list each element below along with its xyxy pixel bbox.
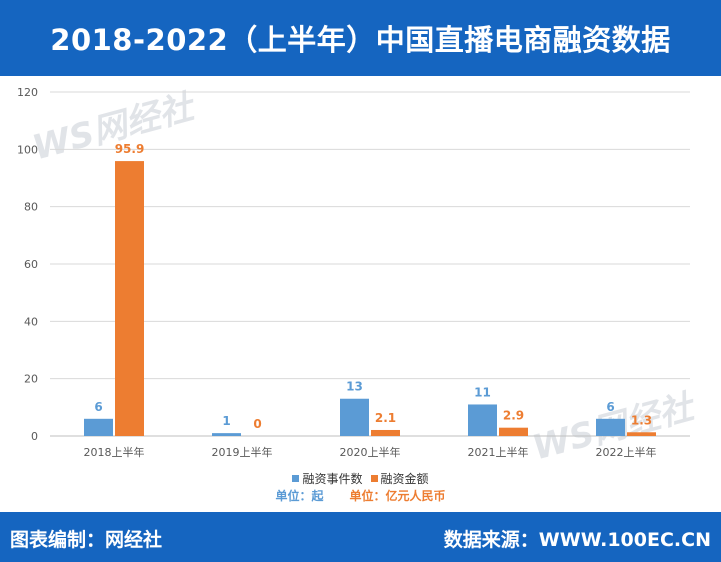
x-tick-label: 2022上半年	[596, 445, 657, 459]
data-label-amount: 2.9	[503, 409, 524, 423]
bar-events	[84, 418, 113, 436]
data-label-events: 6	[606, 400, 614, 414]
header-bar: 2018-2022（上半年）中国直播电商融资数据	[0, 0, 721, 76]
footer-source: 数据来源：WWW.100EC.CN	[443, 529, 711, 551]
legend-item-events: 融资事件数	[292, 470, 363, 487]
y-tick-label: 0	[31, 430, 38, 443]
data-label-amount: 2.1	[375, 411, 396, 425]
bar-events	[468, 404, 497, 436]
bar-chart: 0 20 40 60 80 100 120 6 95.9 2018上半年 1 0 2019上半年 13 2.…	[17, 86, 690, 459]
unit-notes: 单位：起 单位：亿元人民币	[0, 487, 721, 503]
footer-bar: 图表编制：网经社 数据来源：WWW.100EC.CN	[0, 512, 721, 562]
page-title: 2018-2022（上半年）中国直播电商融资数据	[50, 23, 671, 57]
data-label-amount: 1.3	[631, 413, 652, 427]
y-tick-label: 80	[24, 201, 38, 214]
x-tick-label: 2020上半年	[340, 445, 401, 459]
y-tick-label: 60	[24, 258, 38, 271]
data-label-events: 1	[222, 414, 230, 428]
bar-events	[212, 433, 241, 436]
bar-amount	[499, 427, 528, 436]
y-tick-label: 20	[24, 373, 38, 386]
legend-label-amount: 融资金额	[380, 471, 429, 486]
x-tick-label: 2019上半年	[212, 445, 273, 459]
bar-amount	[627, 432, 656, 436]
x-tick-label: 2021上半年	[468, 445, 529, 459]
bar-events	[340, 398, 369, 436]
x-tick-label: 2018上半年	[84, 445, 145, 459]
data-label-amount: 95.9	[115, 142, 145, 156]
bar-amount	[115, 161, 144, 436]
footer-credit: 图表编制：网经社	[10, 529, 163, 551]
chart-legend: 融资事件数 融资金额	[0, 470, 721, 486]
data-label-events: 11	[474, 385, 491, 399]
unit-note-events: 单位：起	[275, 489, 324, 503]
legend-swatch-events	[292, 474, 300, 482]
legend-label-events: 融资事件数	[302, 471, 363, 486]
y-tick-label: 40	[24, 315, 38, 328]
bar-events	[596, 418, 625, 436]
data-label-events: 6	[94, 400, 102, 414]
unit-note-amount: 单位：亿元人民币	[349, 489, 446, 503]
legend-swatch-amount	[370, 474, 378, 482]
y-tick-label: 120	[17, 86, 38, 99]
data-label-amount: 0	[253, 417, 261, 431]
data-label-events: 13	[346, 380, 363, 394]
bar-amount	[371, 429, 400, 436]
legend-item-amount: 融资金额	[370, 470, 429, 487]
y-tick-label: 100	[17, 143, 38, 156]
